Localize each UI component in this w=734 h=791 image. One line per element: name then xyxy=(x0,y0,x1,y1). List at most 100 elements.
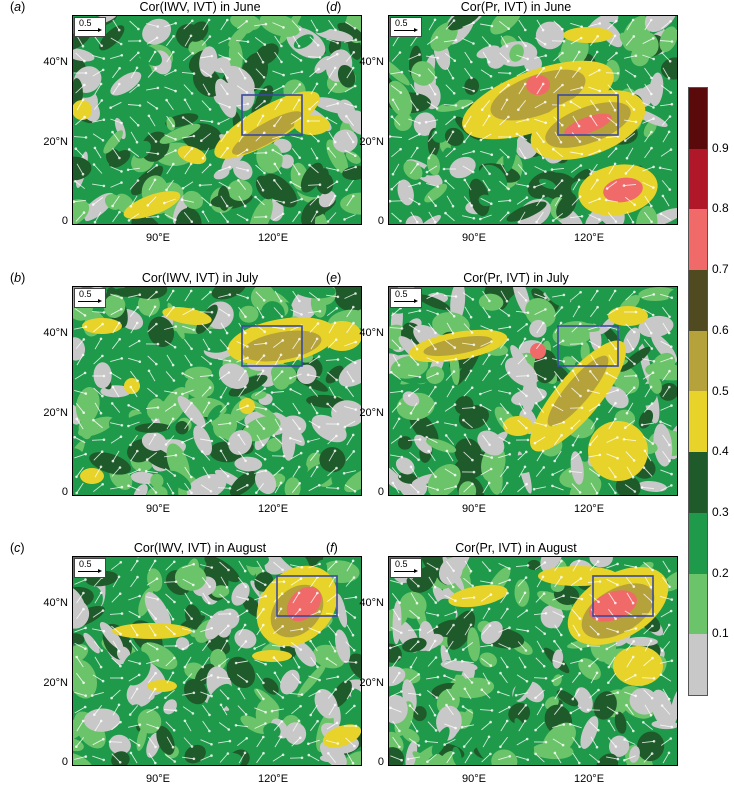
wind-vector-head xyxy=(622,184,626,187)
field-patch xyxy=(266,437,282,452)
wind-vector-head xyxy=(210,310,214,314)
wind-vector-head xyxy=(81,353,85,357)
wind-vector-head xyxy=(261,188,265,192)
wind-vector xyxy=(292,656,300,668)
wind-vector-head xyxy=(398,402,402,405)
wind-vector-head xyxy=(261,569,265,573)
wind-vector-head xyxy=(561,743,565,747)
wind-vector-head xyxy=(264,469,268,472)
wind-vector-head xyxy=(273,162,277,166)
wind-vector-head xyxy=(234,661,238,665)
y-tick-label: 40°N xyxy=(43,597,68,609)
wind-vector-head xyxy=(208,35,212,38)
wind-vector-head xyxy=(300,137,304,140)
wind-vector-head xyxy=(173,600,176,604)
wind-vector-head xyxy=(192,134,196,138)
wind-vector-head xyxy=(542,67,545,70)
wind-vector xyxy=(480,594,492,602)
wind-vector xyxy=(662,322,670,334)
wind-vector-head xyxy=(526,564,530,567)
wind-vector xyxy=(517,641,527,651)
wind-vector-head xyxy=(279,481,283,485)
wind-vector-head xyxy=(544,54,548,57)
wind-vector-head xyxy=(318,483,321,487)
wind-vector xyxy=(518,466,526,478)
wind-vector-head xyxy=(153,178,157,182)
wind-vector-head xyxy=(298,608,302,611)
wind-vector-head xyxy=(165,188,168,192)
wind-vector-head xyxy=(308,386,312,389)
wind-vector xyxy=(626,211,634,223)
wind-vector xyxy=(182,325,194,331)
correlation-feature xyxy=(112,623,192,639)
wind-vector xyxy=(219,467,229,477)
wind-vector-head xyxy=(650,220,653,224)
wind-vector-head xyxy=(280,98,283,102)
wind-vector-head xyxy=(244,385,247,389)
wind-vector xyxy=(326,181,338,189)
wind-vector xyxy=(481,100,491,110)
wind-vector-head xyxy=(93,713,96,716)
wind-vector xyxy=(426,612,438,616)
field-patch xyxy=(229,471,258,496)
wind-vector xyxy=(498,326,510,330)
wind-vector xyxy=(588,69,600,77)
wind-vector xyxy=(408,70,420,76)
wind-vector-head xyxy=(171,745,175,749)
field-patch xyxy=(450,286,466,323)
wind-vector-head xyxy=(598,149,601,153)
wind-vector xyxy=(499,339,509,349)
field-patch xyxy=(388,461,408,492)
wind-vector-head xyxy=(263,387,267,390)
wind-vector xyxy=(130,560,138,572)
wind-vector xyxy=(570,596,582,600)
wind-vector-head xyxy=(281,466,284,470)
wind-vector xyxy=(500,418,508,430)
map-panel-b: (b) Cor(IWV, IVT) in July 0.5 40°N 20°N 0 90°E… xyxy=(10,271,362,515)
wind-vector xyxy=(164,150,176,156)
wind-vector xyxy=(147,323,157,333)
wind-vector-head xyxy=(667,331,671,335)
panel-label: (e) xyxy=(326,271,342,285)
wind-vector-head xyxy=(173,656,176,660)
wind-vector-head xyxy=(298,299,301,303)
wind-vector xyxy=(390,626,402,634)
wind-vector xyxy=(479,709,493,711)
wind-vector-head xyxy=(99,411,103,415)
wind-vector xyxy=(238,752,246,764)
wind-vector-head xyxy=(190,363,193,367)
wind-vector-head xyxy=(505,353,509,357)
wind-vector-head xyxy=(652,360,656,363)
wind-vector xyxy=(200,564,212,568)
wind-vector xyxy=(642,166,654,172)
wind-vector xyxy=(661,641,671,651)
wind-vector xyxy=(607,116,617,126)
wind-vector-head xyxy=(315,82,319,86)
wind-vector xyxy=(271,391,285,393)
wind-vector-head xyxy=(416,418,420,421)
wind-vector xyxy=(308,690,320,698)
wind-vector-head xyxy=(568,470,572,473)
wind-vector-head xyxy=(579,164,583,167)
wind-vector xyxy=(344,102,356,108)
wind-vector xyxy=(128,738,140,746)
wind-vector-head xyxy=(200,450,204,453)
wind-vector xyxy=(554,450,562,462)
wind-vector xyxy=(148,370,156,382)
wind-vector xyxy=(660,405,672,411)
wind-vector-head xyxy=(418,133,421,136)
wind-vector xyxy=(625,451,635,461)
wind-vector xyxy=(274,51,282,63)
wind-vector-head xyxy=(434,601,438,604)
wind-vector-head xyxy=(354,292,357,295)
wind-vector-head xyxy=(670,484,673,487)
wind-vector xyxy=(408,324,420,332)
wind-vector xyxy=(274,35,282,47)
wind-vector xyxy=(534,486,546,490)
wind-vector-head xyxy=(246,598,250,601)
y-tick-label: 40°N xyxy=(359,56,384,68)
wind-vector xyxy=(93,164,103,174)
wind-vector xyxy=(328,131,336,143)
field-patch xyxy=(72,337,86,361)
wind-vector xyxy=(462,150,474,156)
